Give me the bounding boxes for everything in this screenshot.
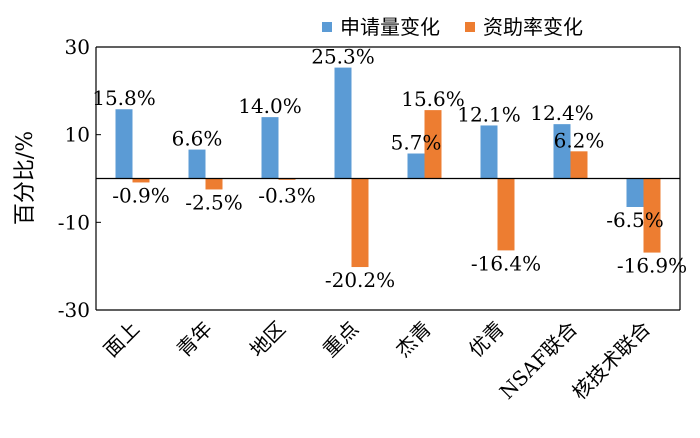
y-tick-label: 30	[65, 35, 90, 59]
bar-applications	[261, 117, 279, 179]
legend-label-funding-rate: 资助率变化	[483, 15, 583, 39]
y-tick-label: -10	[58, 210, 90, 234]
data-label-funding-rate: -20.2%	[325, 268, 395, 292]
x-tick-label: 青年	[172, 317, 217, 362]
data-label-applications: 14.0%	[238, 94, 302, 118]
data-label-funding-rate: -16.9%	[617, 254, 687, 278]
data-label-funding-rate: -0.3%	[258, 184, 316, 208]
y-tick-label: -30	[58, 298, 90, 322]
y-axis-label: 百分比/%	[13, 131, 38, 225]
data-label-funding-rate: -0.9%	[112, 184, 170, 208]
bar-applications	[334, 67, 352, 179]
bar-funding-rate	[351, 178, 369, 268]
x-tick-label: 杰青	[391, 317, 436, 362]
x-tick-label: NSAF联合	[495, 317, 582, 404]
legend: 申请量变化 资助率变化	[322, 15, 583, 39]
data-label-applications: 25.3%	[311, 45, 375, 69]
data-label-applications: -6.5%	[606, 208, 664, 232]
data-label-funding-rate: -2.5%	[185, 190, 243, 214]
data-label-applications: 12.4%	[530, 101, 594, 125]
bar-funding-rate	[278, 178, 296, 180]
bar-applications	[407, 153, 425, 179]
bar-applications	[480, 125, 498, 179]
legend-swatch-funding-rate	[465, 22, 475, 32]
bar-funding-rate	[497, 178, 515, 251]
plot-area: 30 10 -10 -30 15.8% -0.9% 6.6% -2.5% 14.0% -0.3% 2…	[58, 35, 687, 404]
bar-applications	[626, 178, 644, 207]
x-tick-label: 核技术联合	[567, 317, 655, 405]
data-label-applications: 15.8%	[92, 86, 156, 110]
data-label-applications: 6.6%	[172, 127, 223, 151]
bar-funding-rate	[205, 178, 223, 190]
bar-applications	[553, 124, 571, 179]
bar-applications	[188, 149, 206, 179]
x-tick-label: 面上	[99, 317, 144, 362]
bar-funding-rate	[132, 178, 150, 183]
data-label-applications: 12.1%	[457, 102, 521, 126]
legend-label-applications: 申请量变化	[340, 15, 440, 39]
data-label-funding-rate: 6.2%	[554, 128, 605, 152]
y-tick-label: 10	[65, 123, 90, 147]
bar-funding-rate	[643, 178, 661, 253]
x-tick-label: 优青	[464, 317, 509, 362]
data-label-funding-rate: 15.6%	[401, 87, 465, 111]
bar-funding-rate	[424, 110, 442, 179]
x-tick-label: 重点	[318, 317, 363, 362]
x-tick-label: 地区	[245, 317, 290, 362]
bar-funding-rate	[570, 151, 588, 179]
legend-swatch-applications	[322, 22, 332, 32]
bar-applications	[115, 109, 133, 179]
data-label-funding-rate: -16.4%	[471, 251, 541, 275]
data-label-applications: 5.7%	[391, 131, 442, 155]
